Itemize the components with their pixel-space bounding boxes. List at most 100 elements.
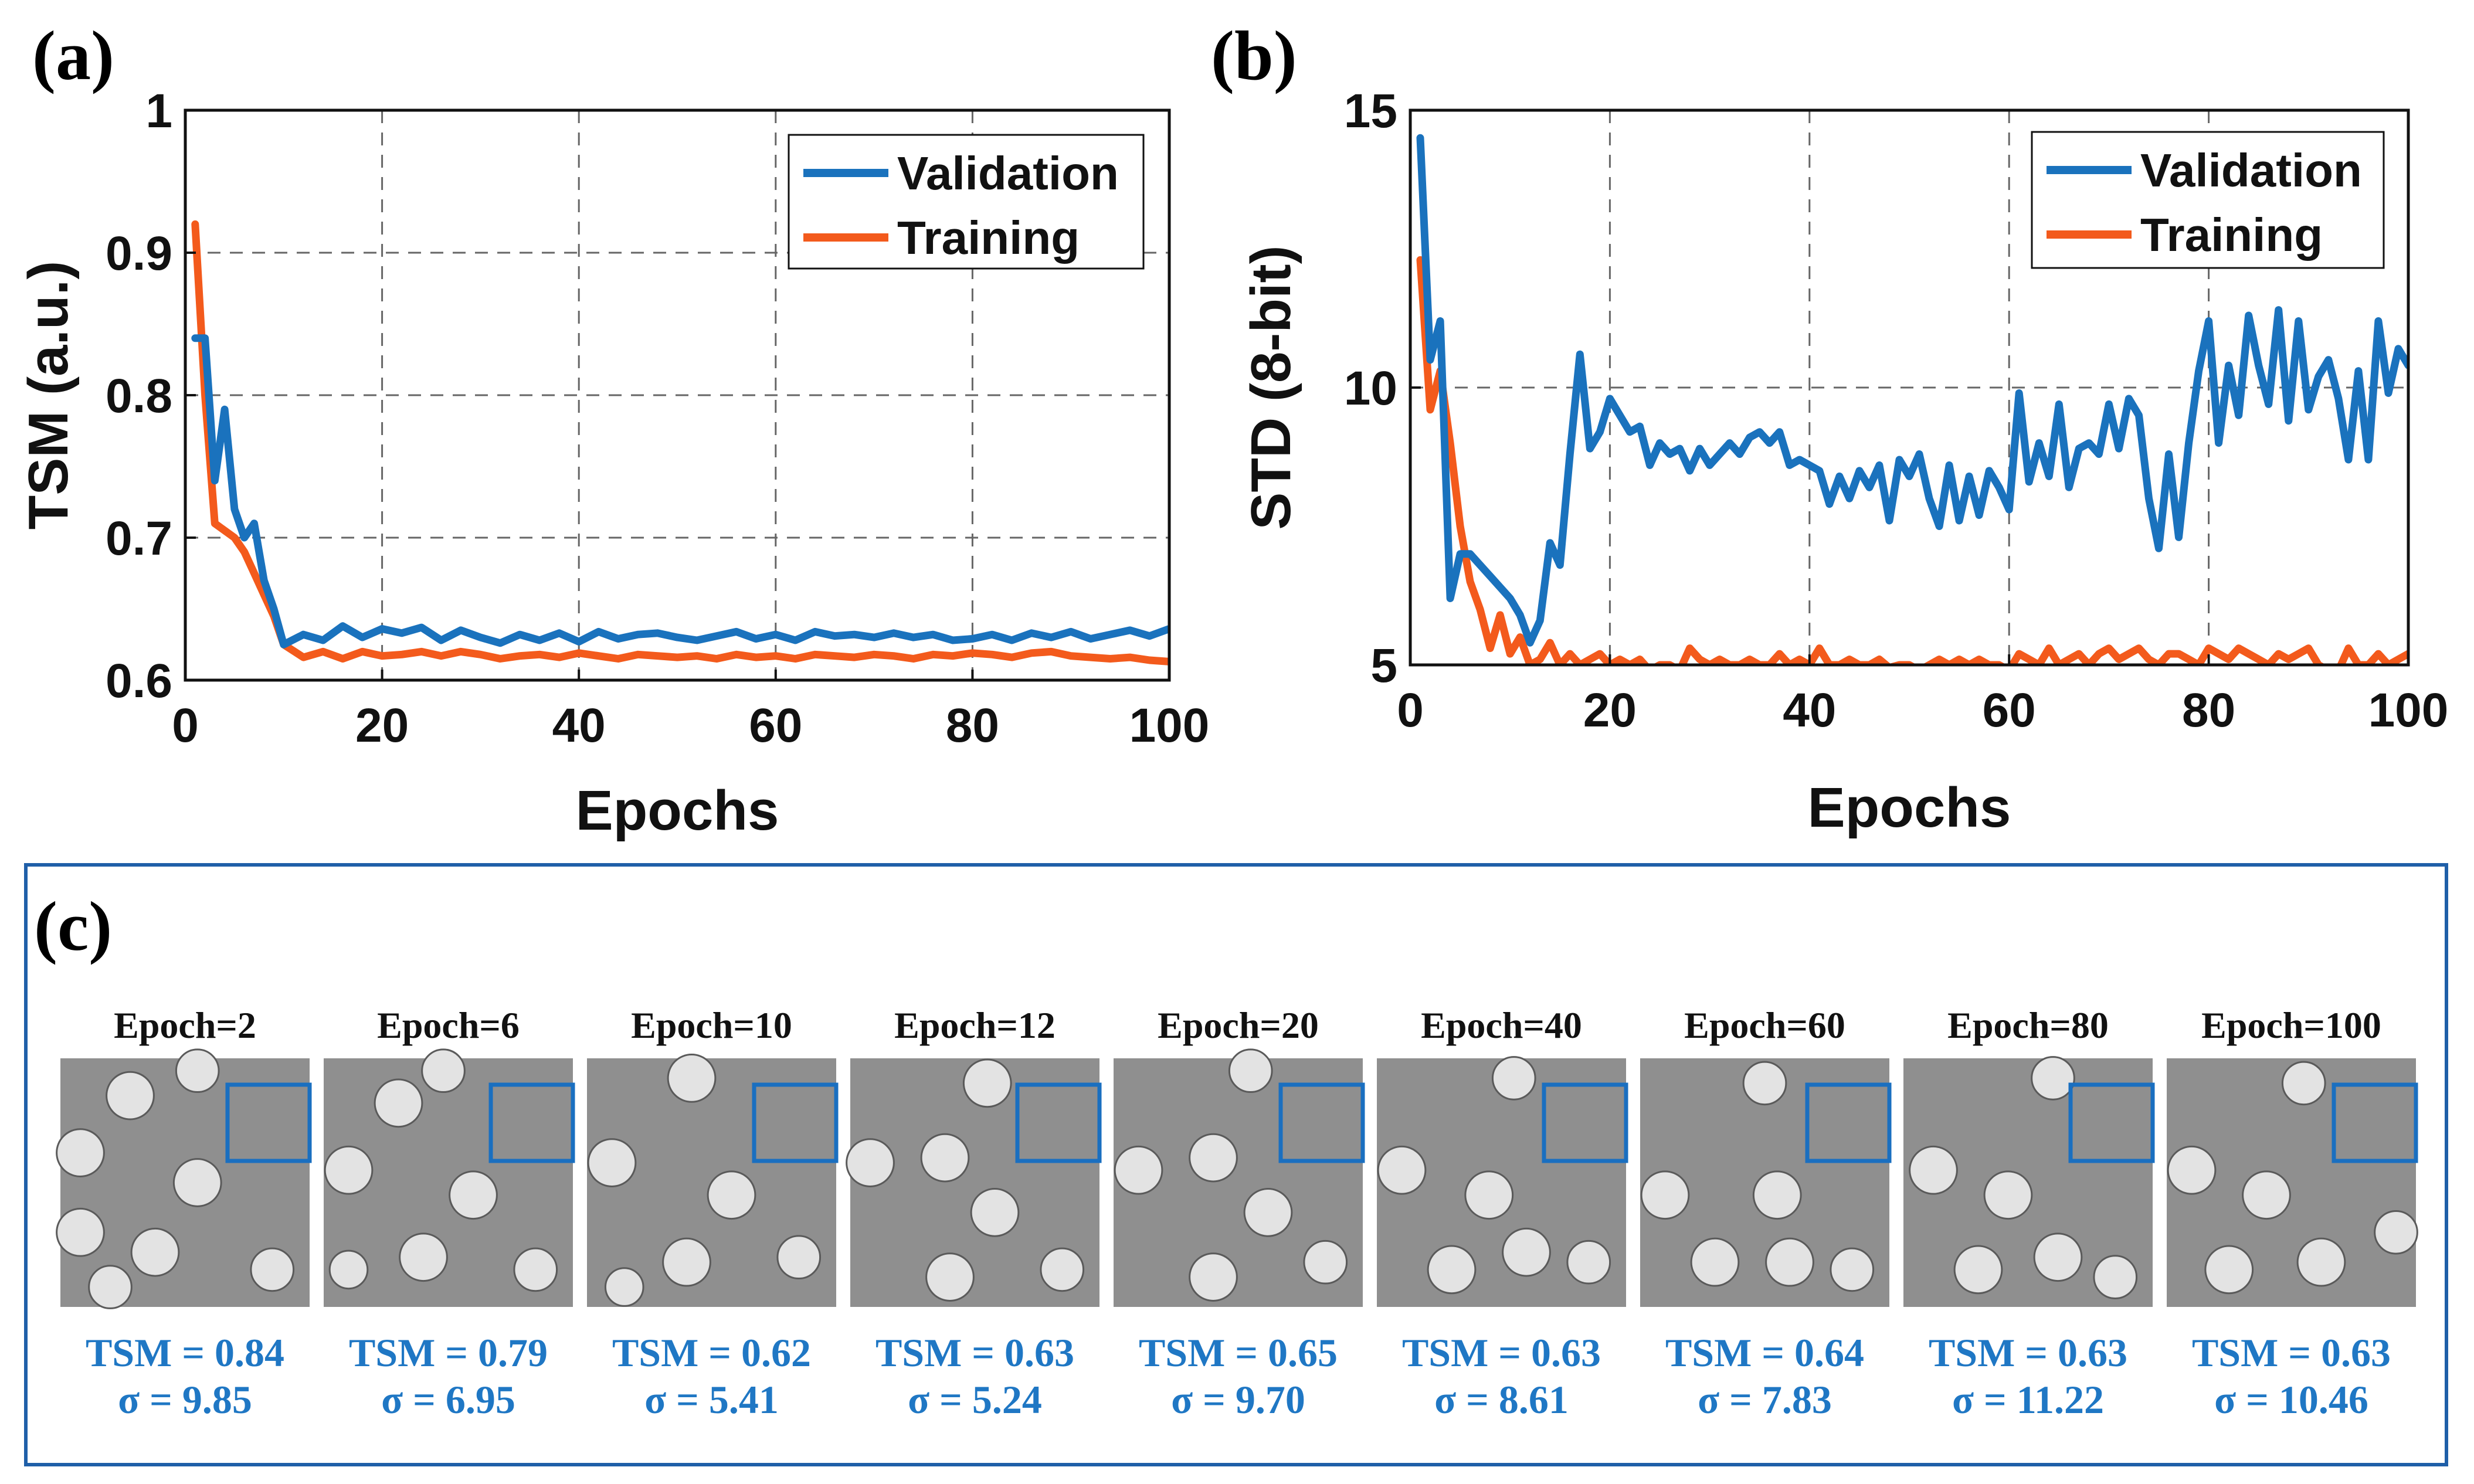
cell-disk [1303, 1240, 1348, 1285]
snapshot: Epoch=20 TSM = 0.65σ = 9.70 [1114, 1004, 1365, 1422]
cell-disk [962, 1058, 1012, 1108]
cell-disk [662, 1237, 711, 1287]
cell-disk [1830, 1247, 1875, 1292]
snapshot-tsm: TSM = 0.63 [875, 1330, 1074, 1375]
panel-b-label: (b) [1211, 16, 1297, 94]
snapshot-tsm: TSM = 0.64 [1665, 1330, 1864, 1375]
snapshot-epoch-label: Epoch=10 [631, 1004, 792, 1046]
cell-disk [1953, 1245, 2003, 1295]
cell-disk [667, 1054, 717, 1103]
roi-box [1542, 1082, 1628, 1163]
snapshot-epoch-label: Epoch=20 [1158, 1004, 1319, 1046]
chart-a-ytick-label: 0.8 [106, 369, 172, 423]
snapshot-sigma: σ = 5.24 [908, 1377, 1042, 1422]
snapshot: Epoch=100 TSM = 0.63σ = 10.46 [2167, 1004, 2418, 1422]
chart-b-ytick-label: 10 [1344, 362, 1397, 415]
chart-a-training-line [191, 220, 1169, 665]
chart-b-legend-box [2031, 131, 2385, 269]
snapshot: Epoch=10 TSM = 0.62σ = 5.41 [587, 1004, 839, 1422]
cell-disk [1566, 1240, 1611, 1285]
cell-disk [604, 1267, 644, 1307]
chart-a-legend-training: Training [897, 212, 1080, 264]
snapshot-sigma: σ = 10.46 [2214, 1377, 2368, 1422]
chart-a-xlabel: Epochs [576, 779, 779, 842]
cell-disk [175, 1048, 220, 1094]
snapshot-epoch-label: Epoch=100 [2201, 1004, 2381, 1046]
cell-disk [88, 1265, 133, 1309]
roi-box [1015, 1082, 1102, 1163]
cell-disk [172, 1158, 222, 1207]
cell-disk [1491, 1056, 1536, 1101]
chart-b-xtick-label: 60 [1983, 684, 2036, 737]
roi-box [225, 1082, 312, 1163]
cell-disk [1909, 1145, 1958, 1195]
snapshot-sigma: σ = 8.61 [1434, 1377, 1569, 1422]
snapshot-epoch-label: Epoch=80 [1947, 1004, 2109, 1046]
cell-disk [1983, 1170, 2033, 1220]
chart-a-xtick-label: 40 [552, 699, 606, 752]
cell-disk [130, 1227, 180, 1277]
chart-b-xtick-label: 100 [2368, 684, 2449, 737]
snapshot-epoch-label: Epoch=60 [1684, 1004, 1845, 1046]
snapshot-sigma: σ = 9.70 [1171, 1377, 1305, 1422]
chart-a-ylabel: TSM (a.u.) [17, 261, 80, 530]
chart-b-xtick-label: 0 [1397, 684, 1424, 737]
chart-b-legend-validation: Validation [2140, 144, 2362, 196]
roi-box [488, 1082, 575, 1163]
chart-b-training-line [1416, 256, 2408, 665]
snapshot-sigma: σ = 5.41 [644, 1377, 779, 1422]
chart-a-xtick-label: 60 [749, 699, 802, 752]
panel-c: (c) Epoch=2 TSM = 0.84σ = 9.85 Epoch=6 TSM … [24, 863, 2448, 1466]
chart-b-ylabel: STD (8-bit) [1240, 245, 1302, 529]
snapshot-epoch-label: Epoch=12 [894, 1004, 1056, 1046]
roi-box [1278, 1082, 1365, 1163]
cell-disk [707, 1170, 756, 1220]
cell-disk [399, 1232, 448, 1282]
chart-b-xlabel: Epochs [1808, 776, 2011, 839]
chart-a-xtick-label: 0 [172, 699, 199, 752]
cell-disk [2033, 1232, 2083, 1282]
chart-a-ytick-label: 1 [145, 84, 172, 138]
chart-b-xtick-label: 80 [2182, 684, 2235, 737]
chart-a-ytick-label: 0.7 [106, 512, 172, 565]
chart-a-xtick-label: 20 [355, 699, 409, 752]
snapshot-tsm: TSM = 0.62 [612, 1330, 811, 1375]
snapshot: Epoch=12 TSM = 0.63σ = 5.24 [846, 1004, 1102, 1422]
cell-disk [2374, 1210, 2418, 1255]
cell-disk [1765, 1237, 1814, 1287]
cell-disk [56, 1128, 105, 1177]
cell-disk [1427, 1245, 1477, 1295]
snapshot: Epoch=60 TSM = 0.64σ = 7.83 [1640, 1004, 1892, 1422]
cell-disk [250, 1247, 295, 1292]
cell-disk [925, 1252, 975, 1302]
cell-disk [1243, 1188, 1293, 1237]
chart-b-ytick-label: 15 [1344, 84, 1397, 138]
snapshot-sigma: σ = 9.85 [118, 1377, 252, 1422]
cell-disk [1502, 1227, 1551, 1277]
roi-box [752, 1082, 839, 1163]
cell-disk [846, 1138, 895, 1187]
cell-disk [2281, 1061, 2326, 1106]
cell-disk [513, 1247, 558, 1292]
panel-c-label: (c) [34, 887, 112, 965]
chart-a-ytick-label: 0.6 [106, 654, 172, 708]
cell-disk [1377, 1145, 1427, 1195]
chart-b-xtick-label: 40 [1783, 684, 1836, 737]
snapshot-tsm: TSM = 0.79 [349, 1330, 548, 1375]
panel-a-label: (a) [32, 16, 114, 94]
cell-disk [328, 1249, 369, 1290]
cell-disk [1742, 1061, 1787, 1106]
roi-box [2068, 1082, 2155, 1163]
cell-disk [970, 1188, 1020, 1237]
cell-disk [587, 1138, 637, 1187]
snapshot-tsm: TSM = 0.63 [1402, 1330, 1601, 1375]
snapshot-epoch-label: Epoch=6 [377, 1004, 520, 1046]
snapshot-tsm: TSM = 0.63 [2192, 1330, 2391, 1375]
snapshot-sigma: σ = 11.22 [1952, 1377, 2104, 1422]
cell-disk [1040, 1247, 1085, 1292]
cell-disk [2296, 1237, 2346, 1287]
chart-b-validation-line [1416, 134, 2408, 647]
cell-disk [2204, 1245, 2254, 1295]
cell-disk [1464, 1170, 1514, 1220]
chart-b-xtick-label: 20 [1583, 684, 1637, 737]
